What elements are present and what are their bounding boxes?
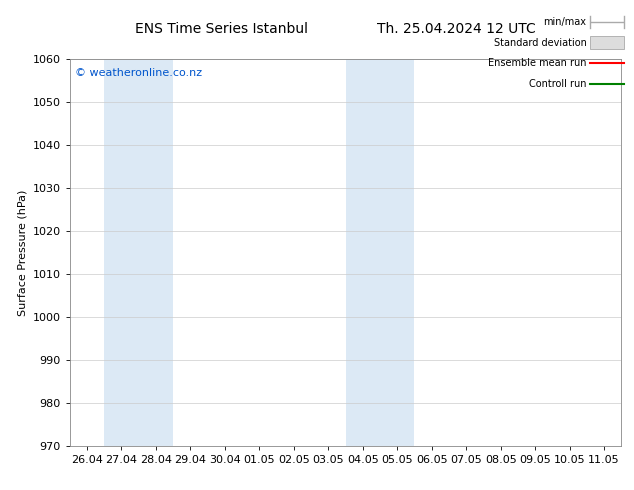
Text: ENS Time Series Istanbul: ENS Time Series Istanbul	[136, 22, 308, 36]
Bar	[104, 59, 173, 446]
Text: Th. 25.04.2024 12 UTC: Th. 25.04.2024 12 UTC	[377, 22, 536, 36]
Text: Standard deviation: Standard deviation	[494, 38, 586, 48]
Bar	[346, 59, 415, 446]
Y-axis label: Surface Pressure (hPa): Surface Pressure (hPa)	[17, 189, 27, 316]
Text: min/max: min/max	[543, 17, 586, 27]
Text: © weatheronline.co.nz: © weatheronline.co.nz	[75, 69, 202, 78]
Text: Controll run: Controll run	[529, 79, 586, 89]
Text: Ensemble mean run: Ensemble mean run	[488, 58, 586, 68]
